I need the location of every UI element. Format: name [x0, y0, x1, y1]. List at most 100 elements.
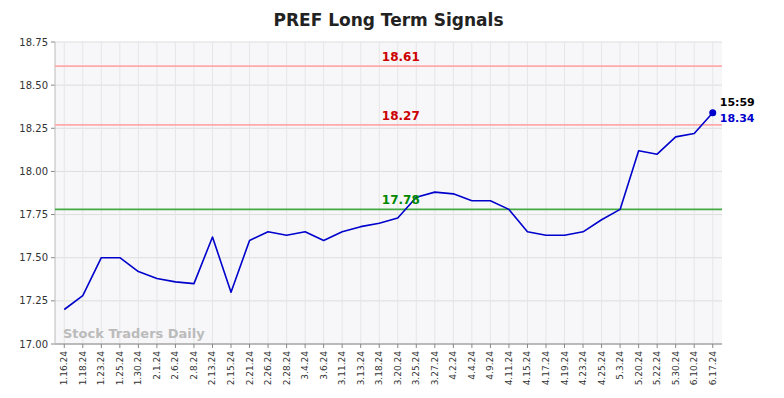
x-tick: [453, 344, 454, 348]
horizontal-line-label: 18.27: [382, 109, 420, 123]
y-grid-line: [55, 42, 722, 43]
x-tick: [434, 344, 435, 348]
x-grid-line: [694, 42, 695, 344]
x-tick: [305, 344, 306, 348]
x-grid-line: [675, 42, 676, 344]
x-tick-label: 4.23.24: [578, 351, 588, 386]
x-tick-label: 1.23.24: [96, 351, 106, 386]
x-tick: [638, 344, 639, 348]
x-tick: [527, 344, 528, 348]
x-tick-label: 2.1.24: [152, 351, 162, 380]
last-value-label: 18.34: [720, 112, 755, 125]
y-grid-line: [55, 214, 722, 215]
x-grid-line: [471, 42, 472, 344]
y-grid-line: [55, 128, 722, 129]
x-tick: [564, 344, 565, 348]
x-tick-label: 4.19.24: [560, 351, 570, 386]
horizontal-line: [55, 209, 722, 211]
x-grid-line: [119, 42, 120, 344]
x-tick-label: 2.13.24: [207, 351, 217, 386]
x-tick-label: 2.6.24: [170, 351, 180, 380]
y-tick: [51, 344, 55, 345]
last-point-marker: [709, 109, 716, 116]
y-axis-line: [55, 42, 56, 344]
plot-marks: [55, 66, 722, 309]
x-grid-line: [583, 42, 584, 344]
x-tick-label: 3.20.24: [393, 351, 403, 386]
axes: 17.0017.2517.5017.7518.0018.2518.5018.75…: [19, 37, 722, 386]
x-grid-line: [101, 42, 102, 344]
x-tick: [360, 344, 361, 348]
y-tick-label: 17.50: [19, 252, 48, 263]
x-grid-line: [305, 42, 306, 344]
x-grid-line: [286, 42, 287, 344]
x-tick: [379, 344, 380, 348]
x-tick-label: 1.18.24: [78, 351, 88, 386]
x-tick: [64, 344, 65, 348]
x-tick: [397, 344, 398, 348]
x-grid-line: [379, 42, 380, 344]
x-grid-line: [212, 42, 213, 344]
x-grid-line: [138, 42, 139, 344]
x-tick: [694, 344, 695, 348]
x-tick-label: 2.8.24: [189, 351, 199, 380]
x-tick: [712, 344, 713, 348]
x-grid-line: [156, 42, 157, 344]
horizontal-line: [55, 124, 722, 126]
x-axis-line: [55, 344, 722, 345]
y-tick-label: 17.00: [19, 339, 48, 350]
chart-container: 17.0017.2517.5017.7518.0018.2518.5018.75…: [0, 0, 784, 398]
x-tick-label: 6.10.24: [689, 351, 699, 386]
x-tick: [583, 344, 584, 348]
y-tick: [51, 257, 55, 258]
x-grid-line: [193, 42, 194, 344]
y-tick-label: 18.00: [19, 166, 48, 177]
x-tick: [175, 344, 176, 348]
plot-background: [55, 42, 722, 344]
x-tick-label: 4.15.24: [522, 351, 532, 386]
x-tick-label: 5.30.24: [671, 351, 681, 386]
x-tick: [82, 344, 83, 348]
x-tick-label: 4.9.24: [485, 351, 495, 380]
y-tick: [51, 42, 55, 43]
x-tick: [601, 344, 602, 348]
x-grid-line: [601, 42, 602, 344]
y-tick-label: 18.50: [19, 80, 48, 91]
grid: [55, 42, 722, 344]
x-tick: [657, 344, 658, 348]
y-tick: [51, 300, 55, 301]
x-tick-label: 3.6.24: [319, 351, 329, 380]
y-tick-label: 18.25: [19, 123, 48, 134]
x-tick-label: 1.30.24: [133, 351, 143, 386]
x-grid-line: [268, 42, 269, 344]
x-tick: [101, 344, 102, 348]
x-tick-label: 3.11.24: [337, 351, 347, 386]
x-grid-line: [490, 42, 491, 344]
x-tick-label: 2.28.24: [282, 351, 292, 386]
x-grid-line: [323, 42, 324, 344]
x-tick-label: 3.4.24: [300, 351, 310, 380]
x-tick: [212, 344, 213, 348]
x-grid-line: [508, 42, 509, 344]
x-tick: [249, 344, 250, 348]
horizontal-line-label: 17.78: [382, 193, 420, 207]
chart-svg: 17.0017.2517.5017.7518.0018.2518.5018.75…: [0, 0, 784, 398]
y-tick: [51, 85, 55, 86]
x-tick: [193, 344, 194, 348]
x-grid-line: [712, 42, 713, 344]
x-tick-label: 2.21.24: [245, 351, 255, 386]
x-grid-line: [638, 42, 639, 344]
y-grid-line: [55, 171, 722, 172]
x-grid-line: [64, 42, 65, 344]
y-grid-line: [55, 344, 722, 345]
x-tick: [286, 344, 287, 348]
x-tick-label: 2.15.24: [226, 351, 236, 386]
y-tick: [51, 171, 55, 172]
x-tick: [471, 344, 472, 348]
y-tick: [51, 128, 55, 129]
x-tick: [490, 344, 491, 348]
y-tick-label: 17.25: [19, 295, 48, 306]
x-grid-line: [620, 42, 621, 344]
x-tick: [119, 344, 120, 348]
y-grid-line: [55, 300, 722, 301]
